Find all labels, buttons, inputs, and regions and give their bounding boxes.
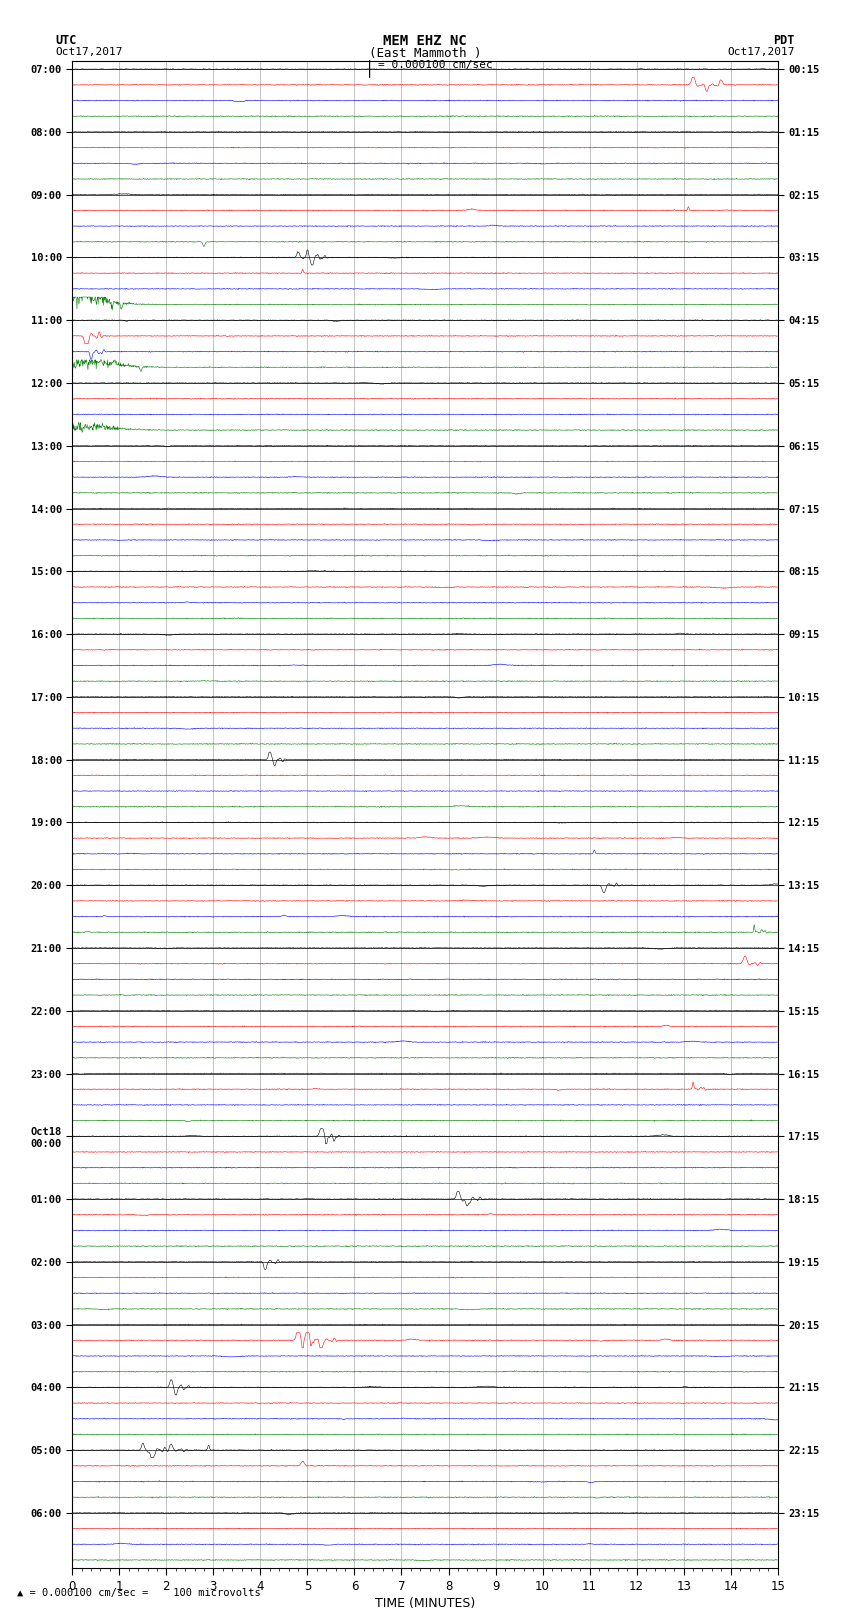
Text: = 0.000100 cm/sec: = 0.000100 cm/sec xyxy=(378,60,493,69)
Text: Oct17,2017: Oct17,2017 xyxy=(55,47,122,56)
Text: ▲ = 0.000100 cm/sec =    100 microvolts: ▲ = 0.000100 cm/sec = 100 microvolts xyxy=(17,1589,261,1598)
Text: Oct17,2017: Oct17,2017 xyxy=(728,47,795,56)
Text: UTC: UTC xyxy=(55,34,76,47)
Text: MEM EHZ NC: MEM EHZ NC xyxy=(383,34,467,48)
X-axis label: TIME (MINUTES): TIME (MINUTES) xyxy=(375,1597,475,1610)
Text: PDT: PDT xyxy=(774,34,795,47)
Text: │: │ xyxy=(366,60,374,77)
Text: (East Mammoth ): (East Mammoth ) xyxy=(369,47,481,60)
